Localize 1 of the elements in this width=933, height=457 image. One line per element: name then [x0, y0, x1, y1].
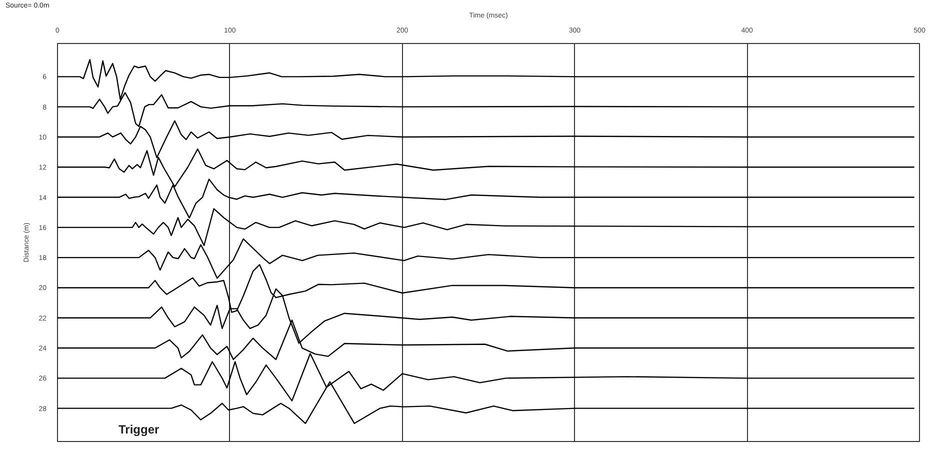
annotation: Trigger	[118, 422, 160, 436]
